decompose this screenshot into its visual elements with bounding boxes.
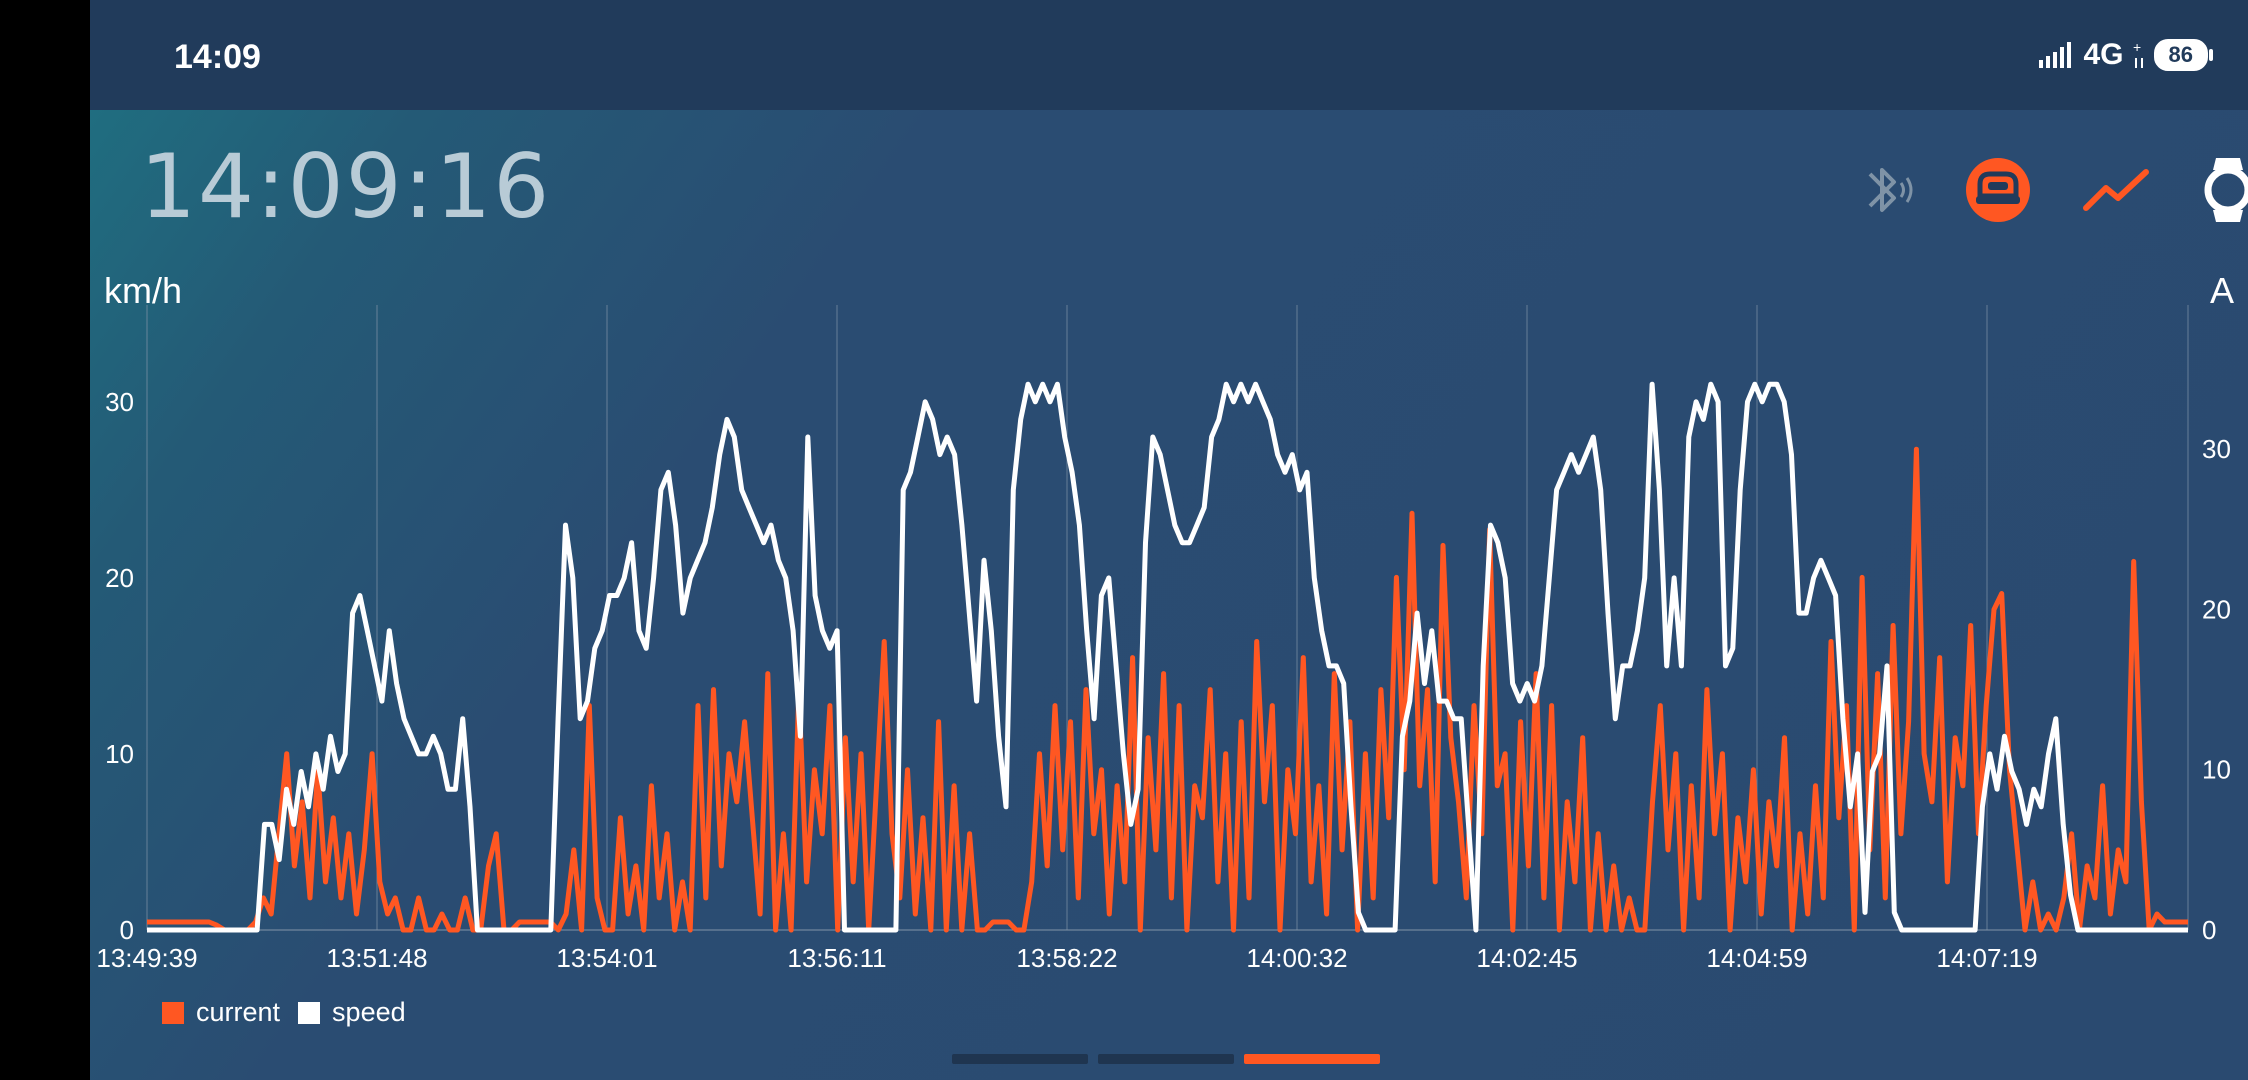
page-indicator xyxy=(952,1054,1380,1064)
page-dot-1[interactable] xyxy=(952,1054,1088,1064)
watch-icon[interactable] xyxy=(2188,150,2248,230)
svg-text:+: + xyxy=(2133,40,2141,55)
y-axis-left-unit: km/h xyxy=(104,270,183,311)
y-tick-label-left: 20 xyxy=(105,563,134,593)
signal-icon xyxy=(2039,42,2072,68)
x-tick-label: 13:49:39 xyxy=(96,943,197,973)
page-dot-2[interactable] xyxy=(1098,1054,1234,1064)
x-tick-label: 14:07:19 xyxy=(1936,943,2037,973)
x-tick-label: 14:04:59 xyxy=(1706,943,1807,973)
battery-indicator: 86 xyxy=(2153,39,2214,71)
legend-swatch-speed xyxy=(298,1001,321,1024)
status-bar: 14:09 4G + 86 xyxy=(90,0,2248,110)
x-tick-label: 14:00:32 xyxy=(1246,943,1347,973)
y-tick-label-left: 30 xyxy=(105,387,134,417)
legend-label-current: current xyxy=(196,997,281,1027)
x-tick-label: 13:58:22 xyxy=(1016,943,1117,973)
y-tick-label-right: 30 xyxy=(2202,434,2231,464)
x-tick-label: 13:54:01 xyxy=(556,943,657,973)
legend-label-speed: speed xyxy=(332,997,406,1027)
data-arrows-icon: + xyxy=(2133,40,2143,68)
chart-icon[interactable] xyxy=(2076,150,2156,230)
network-type: 4G xyxy=(2083,38,2124,71)
clock-display: 14:09:16 xyxy=(140,135,552,238)
status-indicators: 4G + 86 xyxy=(2037,38,2214,72)
y-tick-label-left: 10 xyxy=(105,739,134,769)
y-axis-right-unit: A xyxy=(2209,270,2234,311)
x-tick-label: 13:56:11 xyxy=(787,943,886,973)
y-tick-label-right: 0 xyxy=(2202,915,2216,945)
series-line-speed xyxy=(147,381,2188,933)
x-tick-label: 14:02:45 xyxy=(1476,943,1577,973)
x-tick-label: 13:51:48 xyxy=(326,943,427,973)
y-tick-label-right: 20 xyxy=(2202,594,2231,624)
toolbar-icons xyxy=(1828,150,2248,230)
page-dot-3[interactable] xyxy=(1244,1054,1380,1064)
speed-current-chart: 13:49:39 13:51:48 13:54:01 13:56:11 13:58:22… xyxy=(96,305,2231,973)
chart-legend: current speed xyxy=(162,997,424,1028)
legend-swatch-current xyxy=(162,1001,184,1024)
y-tick-label-left: 0 xyxy=(120,915,134,945)
left-black-bar xyxy=(0,0,90,1080)
y-tick-label-right: 10 xyxy=(2202,755,2231,785)
bluetooth-icon[interactable] xyxy=(1848,150,1928,230)
status-time: 14:09 xyxy=(174,38,261,76)
wheel-icon[interactable] xyxy=(1958,150,2038,230)
app-window: 14:09 4G + 86 14:09:16 xyxy=(90,0,2248,1080)
series-line-current xyxy=(147,446,2188,933)
